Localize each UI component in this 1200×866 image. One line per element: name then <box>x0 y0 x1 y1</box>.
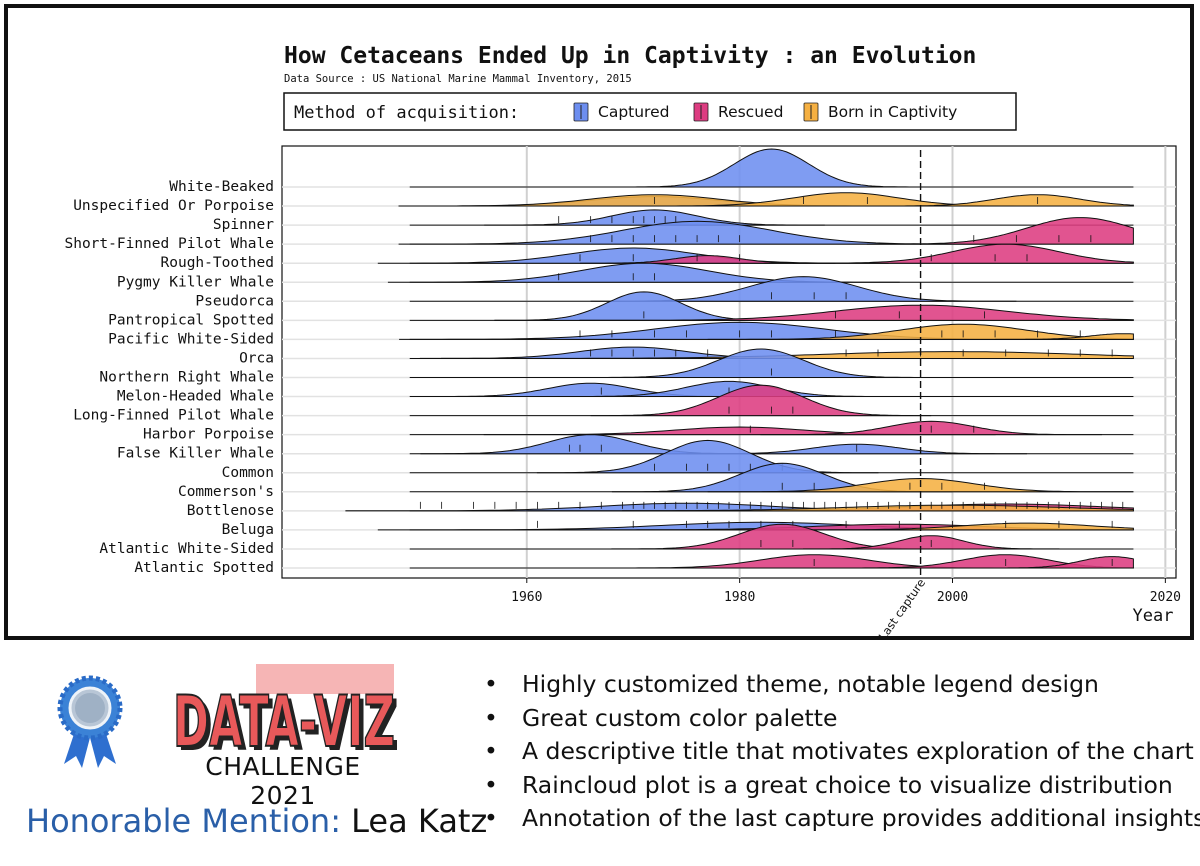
species-label: Pseudorca <box>195 293 274 309</box>
species-label: Pygmy Killer Whale <box>117 274 274 290</box>
density-cloud-born-in-captivity <box>995 333 1134 340</box>
density-cloud-rescued <box>579 304 1134 321</box>
species-row-atlantic-white-sided: Atlantic White-Sided <box>99 523 1134 557</box>
legend: Method of acquisition: Captured Rescued Bor… <box>283 92 1017 131</box>
honorable-label: Honorable Mention: <box>26 802 341 840</box>
honorable-mention: Honorable Mention: Lea Katz <box>26 802 487 840</box>
species-row-long-finned-pilot-whale: Long-Finned Pilot Whale <box>73 384 1134 424</box>
species-row-short-finned-pilot-whale: Short-Finned Pilot Whale <box>64 217 1134 252</box>
dataviz-logo: DATA-VIZ DATA-VIZ <box>172 664 399 752</box>
species-row-pseudorca: Pseudorca <box>195 276 1134 309</box>
species-label: White-Beaked <box>169 179 274 195</box>
species-label: Atlantic White-Sided <box>99 541 274 557</box>
density-cloud-captured <box>622 148 921 188</box>
logo-text-shadow: DATA-VIZ <box>177 685 399 752</box>
last-capture-label: Last capture <box>876 576 929 636</box>
species-label: Spinner <box>213 217 274 233</box>
feedback-item: A descriptive title that motivates explo… <box>484 735 1200 769</box>
species-label: Short-Finned Pilot Whale <box>64 236 274 252</box>
species-label: Beluga <box>222 522 274 538</box>
feedback-item: Raincloud plot is a great choice to visu… <box>484 769 1200 803</box>
challenge-label: CHALLENGE 2021 <box>205 752 361 810</box>
species-label: Unspecified Or Porpoise <box>73 198 274 214</box>
species-label: Melon-Headed Whale <box>117 389 274 405</box>
x-tick-label: 2000 <box>937 590 968 605</box>
density-cloud-rescued <box>792 243 1134 264</box>
chart-title: How Cetaceans Ended Up in Captivity : an… <box>284 43 976 69</box>
species-label: Atlantic Spotted <box>134 560 274 576</box>
species-row-northern-right-whale: Northern Right Whale <box>99 348 1134 386</box>
species-row-rough-toothed: Rough-Toothed <box>161 243 1134 271</box>
chart-subtitle: Data Source : US National Marine Mammal … <box>284 73 632 85</box>
species-label: Rough-Toothed <box>161 255 275 271</box>
species-row-harbor-porpoise: Harbor Porpoise <box>143 420 1134 443</box>
species-row-atlantic-spotted: Atlantic Spotted <box>134 554 1134 576</box>
species-label: False Killer Whale <box>117 446 274 462</box>
species-row-bottlenose: Bottlenose <box>187 501 1134 519</box>
density-cloud-born-in-captivity <box>526 504 1134 512</box>
legend-label: Rescued <box>718 103 783 121</box>
density-cloud-captured <box>536 439 879 474</box>
feedback-item: Annotation of the last capture provides … <box>484 802 1200 836</box>
x-tick-label: 2020 <box>1150 590 1181 605</box>
species-label: Harbor Porpoise <box>143 427 274 443</box>
x-tick-label: 1980 <box>724 590 755 605</box>
species-row-spinner: Spinner <box>213 209 1134 233</box>
species-row-unspecified-or-porpoise: Unspecified Or Porpoise <box>73 192 1134 214</box>
species-label: Common <box>222 465 274 481</box>
feedback-item: Highly customized theme, notable legend … <box>484 668 1200 702</box>
honorable-name: Lea Katz <box>351 802 488 840</box>
legend-box <box>283 92 1017 131</box>
legend-title: Method of acquisition: <box>294 103 519 123</box>
raincloud-chart: How Cetaceans Ended Up in Captivity : an… <box>64 43 1181 636</box>
species-label: Northern Right Whale <box>99 370 274 386</box>
density-cloud-rescued <box>866 217 1134 245</box>
density-cloud-captured <box>590 348 932 378</box>
species-label: Commerson's <box>178 484 274 500</box>
x-axis-label: Year <box>1133 606 1174 626</box>
species-row-pantropical-spotted: Pantropical Spotted <box>108 291 1134 328</box>
chart-frame: How Cetaceans Ended Up in Captivity : an… <box>4 4 1194 640</box>
density-cloud-rescued <box>590 384 932 417</box>
feedback-list: Highly customized theme, notable legend … <box>484 668 1200 836</box>
legend-label: Born in Captivity <box>828 103 957 121</box>
density-cloud-rescued <box>984 556 1134 569</box>
feedback-item: Great custom color palette <box>484 702 1200 736</box>
award-ribbon-icon <box>57 675 123 768</box>
species-label: Pacific White-Sided <box>108 331 274 347</box>
species-row-white-beaked: White-Beaked <box>169 148 1134 195</box>
x-tick-label: 1960 <box>511 590 542 605</box>
species-label: Long-Finned Pilot Whale <box>73 408 274 424</box>
species-label: Orca <box>239 350 274 366</box>
legend-label: Captured <box>598 103 669 121</box>
density-cloud-born-in-captivity <box>866 194 1134 207</box>
logo-text: DATA-VIZ <box>173 681 395 752</box>
species-label: Pantropical Spotted <box>108 312 274 328</box>
species-label: Bottlenose <box>187 503 274 519</box>
species-row-common: Common <box>222 439 1134 481</box>
